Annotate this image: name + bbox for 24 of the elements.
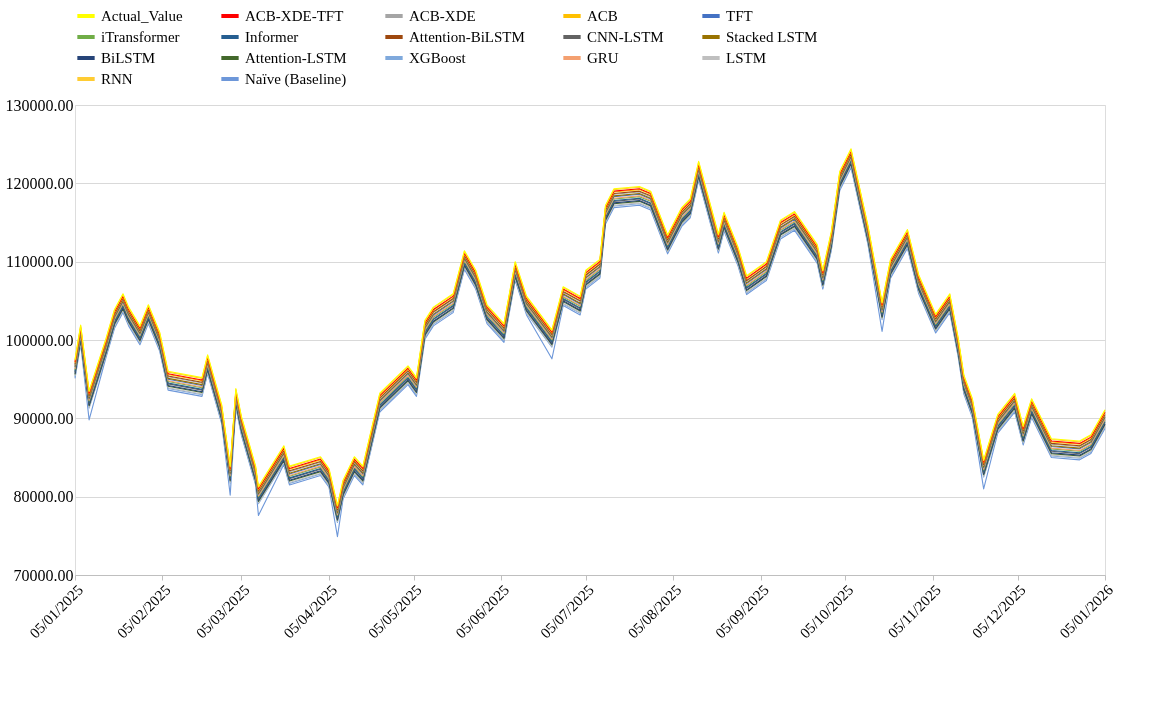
y-tick-label: 120000.00 bbox=[5, 174, 74, 192]
legend-label: iTransformer bbox=[101, 29, 180, 45]
legend-label: BiLSTM bbox=[101, 50, 156, 66]
legend-label: LSTM bbox=[726, 50, 767, 66]
y-tick-label: 100000.00 bbox=[5, 331, 74, 349]
legend-label: Informer bbox=[245, 29, 299, 45]
y-tick-label: 90000.00 bbox=[13, 409, 74, 427]
legend-label: Actual_Value bbox=[101, 8, 183, 24]
legend-label: RNN bbox=[101, 71, 133, 87]
legend-label: ACB bbox=[587, 8, 618, 24]
y-tick-label: 80000.00 bbox=[13, 488, 74, 506]
legend-label: Naïve (Baseline) bbox=[245, 71, 347, 88]
y-tick-label: 70000.00 bbox=[13, 566, 74, 584]
legend-label: ACB-XDE-TFT bbox=[245, 8, 344, 24]
legend-label: ACB-XDE bbox=[409, 8, 476, 24]
legend-label: CNN-LSTM bbox=[587, 29, 664, 45]
y-tick-label: 130000.00 bbox=[5, 96, 74, 114]
legend-label: XGBoost bbox=[409, 50, 467, 66]
legend-label: Attention-LSTM bbox=[245, 50, 347, 66]
y-tick-label: 110000.00 bbox=[6, 253, 74, 271]
legend-label: GRU bbox=[587, 50, 619, 66]
legend-label: TFT bbox=[726, 8, 753, 24]
legend-label: Stacked LSTM bbox=[726, 29, 818, 45]
legend-label: Attention-BiLSTM bbox=[409, 29, 525, 45]
